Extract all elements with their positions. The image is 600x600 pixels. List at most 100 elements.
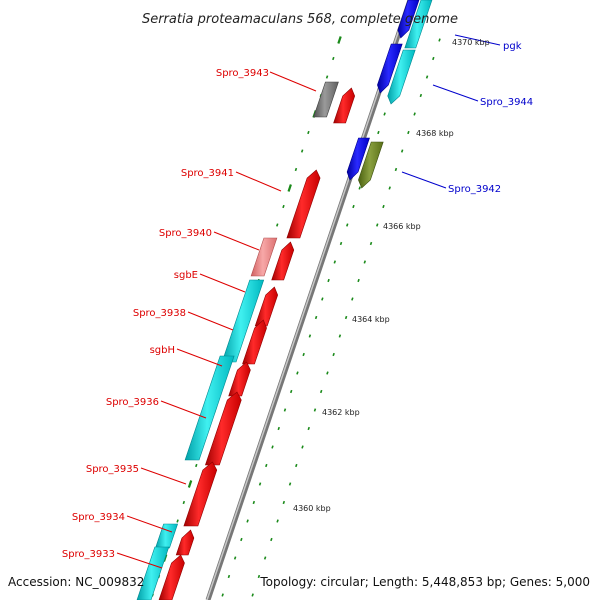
gene-label-spro-3934[interactable]: Spro_3934 — [72, 512, 125, 523]
gene-arrow-spro-3941[interactable] — [286, 169, 321, 239]
tick-right — [257, 574, 261, 579]
tick-inner — [327, 278, 330, 283]
tick-right — [282, 500, 286, 505]
gene-arrow-spro-3940-pink[interactable] — [250, 237, 278, 277]
tick-inner — [227, 574, 231, 579]
gene-label-spro-3943[interactable]: Spro_3943 — [216, 68, 269, 79]
tick-inner — [308, 334, 312, 338]
gene-arrow-spro-3942-olive[interactable] — [358, 141, 384, 189]
gene-arrow-spro-3943-gray[interactable] — [313, 81, 339, 118]
tick-inner — [233, 556, 237, 560]
tick-left-major — [187, 480, 193, 488]
tick-right — [351, 297, 354, 301]
tick-right — [263, 556, 267, 560]
tick-right — [413, 112, 416, 116]
gene-arrow-spro-3933-red[interactable] — [158, 554, 185, 600]
gene-arrow-pgk-blue[interactable] — [397, 0, 420, 39]
tick-right — [276, 519, 279, 523]
tick-left — [276, 223, 279, 227]
tick-inner — [377, 130, 380, 135]
tick-inner — [314, 315, 318, 320]
tick-inner — [321, 297, 324, 301]
tick-left — [176, 519, 179, 523]
tick-inner — [283, 408, 287, 412]
tick-right — [400, 149, 404, 153]
gene-arrow-spro-3944-blue[interactable] — [377, 43, 403, 94]
callout-spro-3936 — [160, 400, 207, 419]
callout-sgbe — [199, 273, 246, 293]
gene-arrow-sgbe-cyan[interactable] — [221, 279, 265, 363]
kbp-marker-4366: 4366 kbp — [383, 222, 421, 231]
gene-arrow-spro-3934-red[interactable] — [175, 529, 195, 556]
tick-right — [376, 223, 379, 227]
tick-left — [325, 75, 329, 79]
kbp-marker-4360: 4360 kbp — [293, 504, 331, 513]
gene-label-spro-3942[interactable]: Spro_3942 — [448, 184, 501, 195]
tick-right — [363, 260, 367, 264]
tick-inner — [252, 500, 256, 505]
tick-left — [294, 167, 298, 172]
gene-label-spro-3944[interactable]: Spro_3944 — [480, 97, 533, 108]
kbp-marker-4364: 4364 kbp — [352, 315, 390, 324]
tick-right — [332, 352, 335, 357]
gene-label-sgbh[interactable]: sgbH — [150, 345, 175, 356]
callout-pgk — [454, 34, 501, 46]
gene-arrow-spro-3942-blue[interactable] — [346, 137, 370, 181]
tick-inner — [352, 204, 355, 209]
gene-label-pgk[interactable]: pgk — [503, 41, 522, 52]
tick-inner — [346, 223, 349, 227]
backbone — [205, 0, 413, 600]
gene-label-spro-3940[interactable]: Spro_3940 — [159, 228, 212, 239]
tick-inner — [240, 537, 243, 542]
tick-right — [270, 537, 273, 542]
callout-spro-3944 — [432, 84, 479, 102]
topology-text: Topology: circular; Length: 5,448,853 bp… — [259, 575, 590, 589]
gene-label-sgbe[interactable]: sgbE — [174, 270, 198, 281]
tick-left — [195, 463, 198, 468]
callout-spro-3943 — [269, 71, 317, 92]
tick-right — [288, 482, 292, 486]
tick-inner — [246, 519, 249, 523]
tick-right — [369, 241, 373, 246]
gene-label-spro-3935[interactable]: Spro_3935 — [86, 464, 139, 475]
gene-label-spro-3933[interactable]: Spro_3933 — [62, 549, 115, 560]
tick-right — [407, 130, 410, 135]
map-title: Serratia proteamaculans 568, complete ge… — [142, 12, 458, 27]
tick-right — [326, 371, 329, 375]
gene-arrow-spro-3935[interactable] — [183, 461, 218, 527]
tick-right — [438, 38, 441, 42]
gene-arrow-spro-3936-cyan[interactable] — [184, 355, 235, 461]
gene-arrow-spro-3936-red-a[interactable] — [228, 361, 251, 397]
tick-left — [307, 130, 310, 135]
tick-inner — [296, 371, 299, 375]
gene-label-spro-3936[interactable]: Spro_3936 — [106, 397, 159, 408]
gene-arrow-spro-3940-red[interactable] — [271, 241, 295, 281]
tick-left-major — [337, 36, 342, 44]
callout-spro-3941 — [235, 171, 282, 192]
gene-label-spro-3941[interactable]: Spro_3941 — [181, 168, 234, 179]
callout-spro-3934 — [126, 515, 173, 533]
gene-label-spro-3938[interactable]: Spro_3938 — [133, 308, 186, 319]
gene-arrow-spro-3944-cyan[interactable] — [387, 49, 416, 105]
tick-right — [382, 204, 385, 209]
tick-right — [307, 426, 310, 431]
tick-inner — [333, 260, 337, 264]
tick-inner — [258, 482, 262, 486]
kbp-marker-4370: 4370 kbp — [452, 38, 490, 47]
gene-arrow-spro-3934-cyan[interactable] — [155, 523, 179, 549]
tick-right — [301, 445, 304, 449]
callout-spro-3938 — [187, 311, 234, 331]
gene-arrow-sgbh[interactable] — [242, 319, 267, 365]
callout-spro-3940 — [213, 231, 260, 251]
gene-arrow-pgk-cyan[interactable] — [404, 0, 433, 49]
tick-inner — [221, 593, 224, 597]
tick-inner — [383, 112, 386, 116]
tick-inner — [339, 241, 343, 246]
gene-arrow-spro-3943-red[interactable] — [333, 87, 356, 124]
tick-right — [357, 278, 360, 283]
callout-sgbh — [176, 348, 223, 367]
callout-spro-3942 — [401, 171, 447, 189]
gene-arrow-spro-3933-cyan[interactable] — [136, 546, 170, 600]
tick-right — [338, 334, 342, 338]
tick-right — [425, 75, 429, 79]
